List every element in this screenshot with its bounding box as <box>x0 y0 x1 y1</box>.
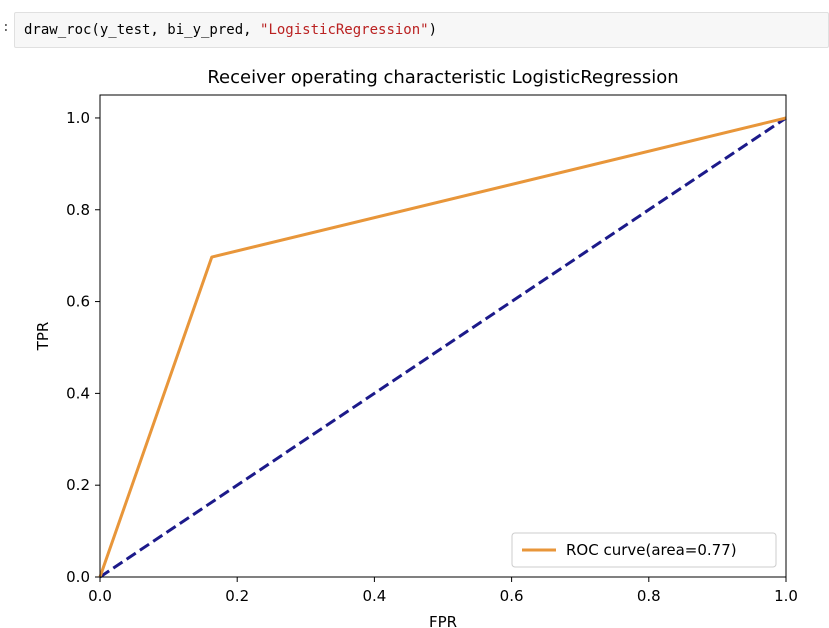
cell-prompt: : <box>2 20 10 35</box>
series-layer <box>98 116 787 579</box>
x-tick-label: 1.0 <box>774 587 798 605</box>
x-tick-label: 0.2 <box>225 587 249 605</box>
axis-ticks: 0.0 0.2 0.4 0.6 0.8 1.0 0.0 0.2 0.4 0.6 0.8 1.0 <box>66 109 798 605</box>
chart-title: Receiver operating characteristic Logist… <box>207 67 678 88</box>
y-axis-label: TPR <box>34 322 52 352</box>
code-line: draw_roc(y_test, bi_y_pred, "LogisticReg… <box>24 22 437 38</box>
y-tick-label: 0.8 <box>66 201 90 219</box>
x-tick-label: 0.6 <box>500 587 524 605</box>
x-axis-label: FPR <box>429 613 457 628</box>
code-prefix: draw_roc(y_test, bi_y_pred, <box>24 22 261 38</box>
code-suffix: ) <box>428 22 438 38</box>
diagonal-reference-line <box>99 116 787 579</box>
y-tick-label: 0.6 <box>66 293 90 311</box>
x-tick-label: 0.0 <box>88 587 112 605</box>
y-tick-label: 1.0 <box>66 109 90 127</box>
legend-label-roc: ROC curve(area=0.77) <box>566 541 737 559</box>
plot-frame <box>99 94 787 578</box>
y-tick-label: 0.4 <box>66 384 90 402</box>
code-cell-input[interactable]: draw_roc(y_test, bi_y_pred, "LogisticReg… <box>14 12 829 48</box>
y-tick-label: 0.0 <box>66 568 90 586</box>
x-tick-label: 0.4 <box>362 587 386 605</box>
y-tick-label: 0.2 <box>66 476 90 494</box>
roc-curve-line <box>98 116 787 578</box>
legend: ROC curve(area=0.77) <box>511 532 777 568</box>
x-tick-label: 0.8 <box>637 587 661 605</box>
code-string-arg: "LogisticRegression" <box>260 22 429 38</box>
legend-box <box>511 532 777 568</box>
